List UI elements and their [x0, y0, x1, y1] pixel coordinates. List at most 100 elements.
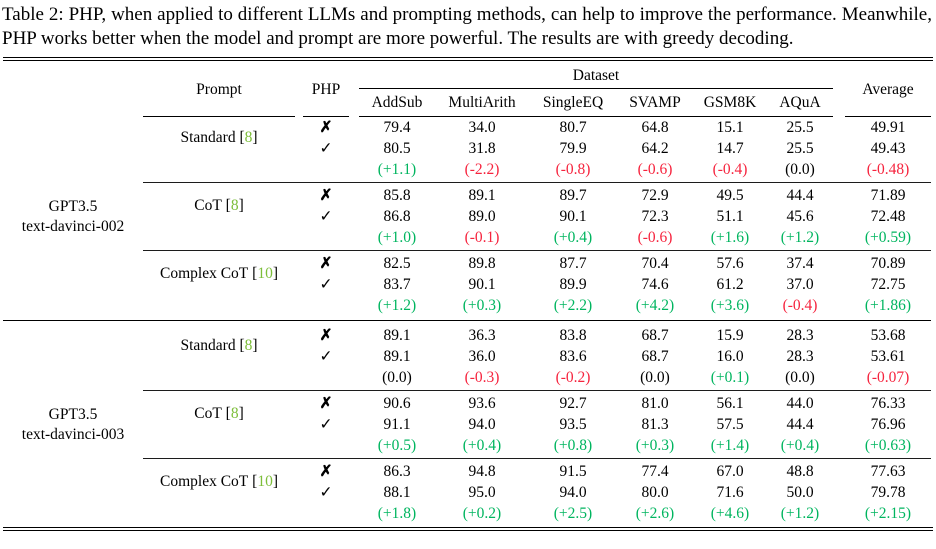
cell-score: 83.6	[559, 347, 587, 365]
cell-delta: (+0.5)	[377, 436, 417, 454]
cell-delta: (+2.6)	[635, 504, 675, 522]
cell-delta: (-0.07)	[866, 368, 910, 386]
col-header-average: Average	[845, 63, 931, 117]
cell-delta: (-2.2)	[464, 160, 500, 178]
prompt-label: Standard [8]	[143, 325, 295, 367]
model-label-line: GPT3.5	[48, 405, 98, 423]
citation-ref[interactable]: 10	[257, 473, 273, 490]
prompt-name: CoT [	[194, 197, 231, 214]
cell-delta: (+0.3)	[462, 296, 502, 314]
cell-score: 76.96	[870, 415, 906, 433]
cell-score: 28.3	[786, 326, 814, 344]
citation-ref[interactable]: 8	[230, 197, 239, 214]
cell-score: 83.7	[383, 275, 411, 293]
cell-score: 37.0	[786, 275, 814, 293]
cell-score: 94.0	[559, 483, 587, 501]
col-header-aqua: AQuA	[767, 89, 833, 117]
citation-ref[interactable]: 10	[257, 265, 273, 282]
cell-score: 81.0	[641, 394, 669, 412]
cell-score: 68.7	[641, 326, 669, 344]
cell-score: 76.33	[870, 394, 906, 412]
cell-delta: (0.0)	[382, 368, 412, 386]
cell-delta: (+1.86)	[864, 296, 912, 314]
cell-score: 93.5	[559, 415, 587, 433]
cell-score: 72.3	[641, 207, 669, 225]
cell-score: 91.5	[559, 462, 587, 480]
cell-score: 15.1	[716, 118, 744, 136]
model-label-line: text-davinci-002	[21, 217, 125, 235]
cell-score: 80.0	[641, 483, 669, 501]
citation-ref[interactable]: 8	[244, 337, 253, 354]
cell-score: 71.89	[870, 186, 906, 204]
check-icon: ✓	[319, 348, 333, 365]
cell-delta: (+0.4)	[462, 436, 502, 454]
col-header-prompt: Prompt	[143, 63, 295, 117]
cell-score: 44.4	[786, 415, 814, 433]
cell-score: 72.9	[641, 186, 669, 204]
cell-delta: (-0.4)	[782, 296, 818, 314]
cell-score: 50.0	[786, 483, 814, 501]
cell-score: 37.4	[786, 254, 814, 272]
check-icon: ✓	[319, 208, 333, 225]
prompt-label: Standard [8]	[143, 117, 295, 159]
cell-score: 89.8	[468, 254, 496, 272]
prompt-label: Complex CoT [10]	[143, 253, 295, 295]
cell-delta: (+2.5)	[553, 504, 593, 522]
cell-delta: (+2.2)	[553, 296, 593, 314]
citation-ref[interactable]: 8	[230, 405, 239, 422]
cell-score: 89.1	[383, 326, 411, 344]
cell-score: 64.2	[641, 139, 669, 157]
model-label-line: text-davinci-003	[21, 425, 125, 443]
cell-score: 31.8	[468, 139, 496, 157]
cell-score: 72.75	[870, 275, 906, 293]
cell-delta: (-0.6)	[637, 160, 673, 178]
cell-score: 89.9	[559, 275, 587, 293]
check-icon: ✓	[319, 276, 333, 293]
cell-score: 86.8	[383, 207, 411, 225]
cell-delta: (+0.3)	[635, 436, 675, 454]
cell-score: 64.8	[641, 118, 669, 136]
cell-delta: (0.0)	[640, 368, 670, 386]
check-icon: ✓	[319, 484, 333, 501]
cell-score: 49.43	[870, 139, 906, 157]
cell-score: 45.6	[786, 207, 814, 225]
cell-score: 51.1	[716, 207, 744, 225]
cross-icon: ✗	[319, 187, 333, 204]
cell-delta: (+1.4)	[710, 436, 750, 454]
prompt-name: ]	[252, 129, 258, 146]
cell-score: 94.8	[468, 462, 496, 480]
prompt-name: Standard [	[180, 337, 245, 354]
cell-score: 67.0	[716, 462, 744, 480]
cell-delta: (+1.1)	[377, 160, 417, 178]
prompt-label: CoT [8]	[143, 393, 295, 435]
cell-score: 36.3	[468, 326, 496, 344]
cell-score: 61.2	[716, 275, 744, 293]
col-header-svamp: SVAMP	[617, 89, 693, 117]
cross-icon: ✗	[319, 255, 333, 272]
cross-icon: ✗	[319, 119, 333, 136]
cell-score: 89.1	[468, 186, 496, 204]
results-table: Prompt PHP Dataset Average AddSub MultiA…	[3, 63, 933, 524]
cell-score: 92.7	[559, 394, 587, 412]
cell-score: 16.0	[716, 347, 744, 365]
cell-score: 53.68	[870, 326, 906, 344]
cell-delta: (+0.2)	[462, 504, 502, 522]
rule-divider	[3, 320, 931, 321]
cell-score: 90.1	[468, 275, 496, 293]
table-caption: Table 2: PHP, when applied to different …	[2, 4, 932, 49]
cell-score: 87.7	[559, 254, 587, 272]
prompt-name: Complex CoT [	[160, 265, 258, 282]
cell-delta: (-0.48)	[866, 160, 910, 178]
cell-delta: (-0.2)	[555, 368, 591, 386]
rule-divider	[143, 250, 931, 251]
cell-score: 77.63	[870, 462, 906, 480]
cell-delta: (+0.8)	[553, 436, 593, 454]
cell-score: 83.8	[559, 326, 587, 344]
cell-score: 57.6	[716, 254, 744, 272]
cell-score: 94.0	[468, 415, 496, 433]
cell-score: 15.9	[716, 326, 744, 344]
prompt-name: ]	[272, 473, 278, 490]
cell-score: 95.0	[468, 483, 496, 501]
citation-ref[interactable]: 8	[244, 129, 253, 146]
